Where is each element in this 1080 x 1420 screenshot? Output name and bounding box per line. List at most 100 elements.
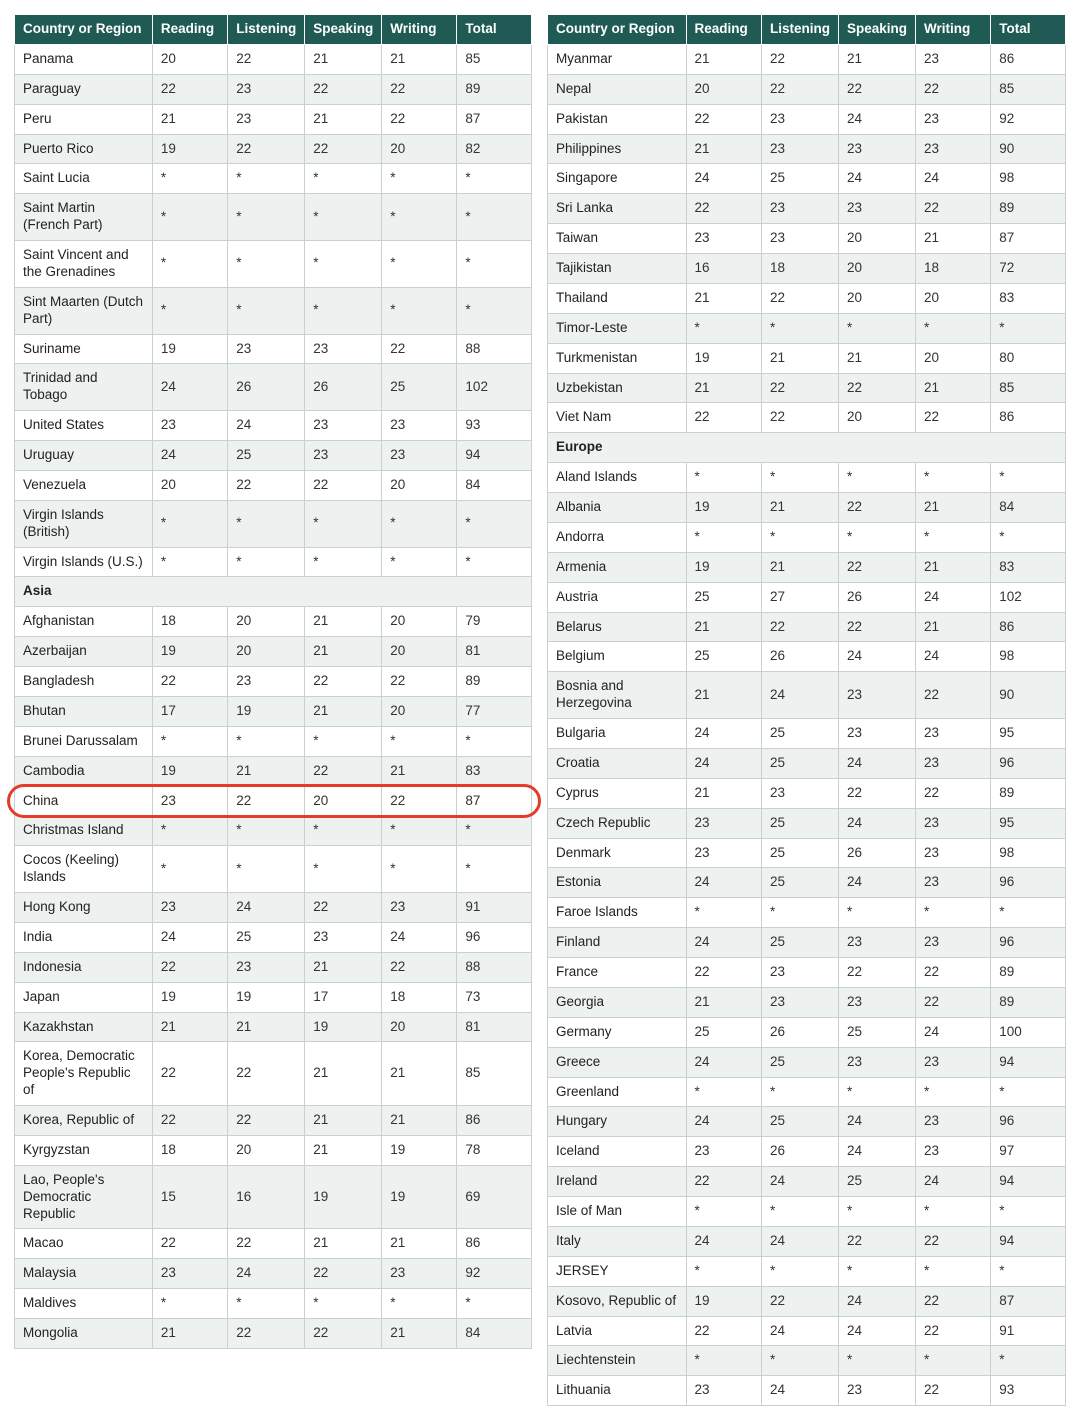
cell-score: 23 — [228, 667, 305, 697]
table-row: Panama2022212185 — [15, 44, 533, 74]
cell-score: * — [761, 1197, 838, 1227]
cell-score: 20 — [382, 607, 457, 637]
cell-score: 19 — [305, 1012, 382, 1042]
table-row: Lithuania2324232293 — [548, 1376, 1066, 1406]
cell-country: Hungary — [548, 1107, 687, 1137]
cell-score: 22 — [152, 74, 227, 104]
cell-score: 22 — [838, 74, 915, 104]
cell-score: 88 — [457, 952, 532, 982]
cell-score: * — [457, 846, 532, 893]
cell-score: 19 — [228, 982, 305, 1012]
table-row: India2425232496 — [15, 922, 533, 952]
cell-country: Greece — [548, 1047, 687, 1077]
cell-score: 25 — [838, 1017, 915, 1047]
table-row: Bulgaria2425232395 — [548, 719, 1066, 749]
cell-score: 22 — [152, 1106, 227, 1136]
table-row: Germany25262524100 — [548, 1017, 1066, 1047]
cell-score: 94 — [991, 1226, 1066, 1256]
cell-score: 94 — [991, 1167, 1066, 1197]
cell-country: Italy — [548, 1226, 687, 1256]
table-row: Suriname1923232288 — [15, 334, 533, 364]
cell-score: 83 — [457, 756, 532, 786]
table-row: Afghanistan1820212079 — [15, 607, 533, 637]
cell-score: 22 — [838, 778, 915, 808]
cell-score: * — [761, 898, 838, 928]
cell-score: 24 — [761, 1167, 838, 1197]
cell-score: 81 — [457, 637, 532, 667]
cell-score: 20 — [228, 1135, 305, 1165]
cell-score: 21 — [305, 1042, 382, 1106]
cell-score: 23 — [761, 134, 838, 164]
table-row: Uruguay2425232394 — [15, 441, 533, 471]
cell-score: 26 — [761, 1017, 838, 1047]
cell-score: * — [686, 1077, 761, 1107]
cell-score: 84 — [991, 493, 1066, 523]
cell-score: 87 — [457, 786, 532, 816]
cell-score: * — [457, 194, 532, 241]
cell-score: 20 — [382, 470, 457, 500]
cell-score: 22 — [838, 1226, 915, 1256]
table-row: Bosnia and Herzegovina2124232290 — [548, 672, 1066, 719]
cell-score: 22 — [686, 104, 761, 134]
cell-score: 21 — [382, 44, 457, 74]
col-listening: Listening — [228, 15, 305, 45]
cell-score: 24 — [916, 1017, 991, 1047]
cell-score: 25 — [382, 364, 457, 411]
cell-score: * — [382, 164, 457, 194]
table-row: Macao2222212186 — [15, 1229, 533, 1259]
cell-score: * — [991, 1346, 1066, 1376]
section-label: Europe — [548, 433, 1066, 463]
cell-score: 24 — [838, 164, 915, 194]
cell-country: Saint Vincent and the Grenadines — [15, 241, 153, 288]
table-row: Hong Kong2324222391 — [15, 893, 533, 923]
cell-score: * — [152, 194, 227, 241]
cell-score: * — [228, 547, 305, 577]
cell-score: * — [228, 816, 305, 846]
cell-country: Faroe Islands — [548, 898, 687, 928]
cell-score: 91 — [991, 1316, 1066, 1346]
cell-score: * — [916, 1077, 991, 1107]
cell-country: Albania — [548, 493, 687, 523]
cell-score: * — [457, 547, 532, 577]
cell-score: * — [152, 547, 227, 577]
cell-score: 90 — [991, 672, 1066, 719]
cell-score: * — [916, 1346, 991, 1376]
cell-score: 23 — [382, 1259, 457, 1289]
cell-score: * — [761, 1256, 838, 1286]
cell-country: Germany — [548, 1017, 687, 1047]
scores-table-left: Country or Region Reading Listening Spea… — [14, 14, 533, 1349]
cell-score: 15 — [152, 1165, 227, 1229]
cell-score: 24 — [761, 1226, 838, 1256]
cell-score: 25 — [761, 808, 838, 838]
scores-table-right: Country or Region Reading Listening Spea… — [547, 14, 1066, 1406]
cell-score: 25 — [761, 1047, 838, 1077]
cell-score: 24 — [838, 1107, 915, 1137]
cell-score: * — [838, 522, 915, 552]
cell-score: 21 — [305, 1106, 382, 1136]
cell-score: * — [838, 313, 915, 343]
cell-score: 25 — [686, 642, 761, 672]
cell-score: 91 — [457, 893, 532, 923]
table-row: Latvia2224242291 — [548, 1316, 1066, 1346]
cell-score: 23 — [838, 194, 915, 224]
cell-country: Isle of Man — [548, 1197, 687, 1227]
cell-score: * — [457, 241, 532, 288]
table-row: Virgin Islands (U.S.)***** — [15, 547, 533, 577]
cell-score: * — [991, 522, 1066, 552]
table-row: Faroe Islands***** — [548, 898, 1066, 928]
cell-score: 20 — [686, 74, 761, 104]
cell-score: 17 — [305, 982, 382, 1012]
cell-country: JERSEY — [548, 1256, 687, 1286]
cell-score: * — [228, 1289, 305, 1319]
cell-score: 24 — [838, 1137, 915, 1167]
table-row: France2223222289 — [548, 958, 1066, 988]
cell-score: 23 — [838, 134, 915, 164]
cell-score: 21 — [686, 373, 761, 403]
table-row: Pakistan2223242392 — [548, 104, 1066, 134]
cell-score: 26 — [761, 642, 838, 672]
table-row: Virgin Islands (British)***** — [15, 500, 533, 547]
cell-country: Ireland — [548, 1167, 687, 1197]
cell-score: 19 — [152, 134, 227, 164]
cell-score: 21 — [305, 1229, 382, 1259]
cell-score: * — [382, 726, 457, 756]
